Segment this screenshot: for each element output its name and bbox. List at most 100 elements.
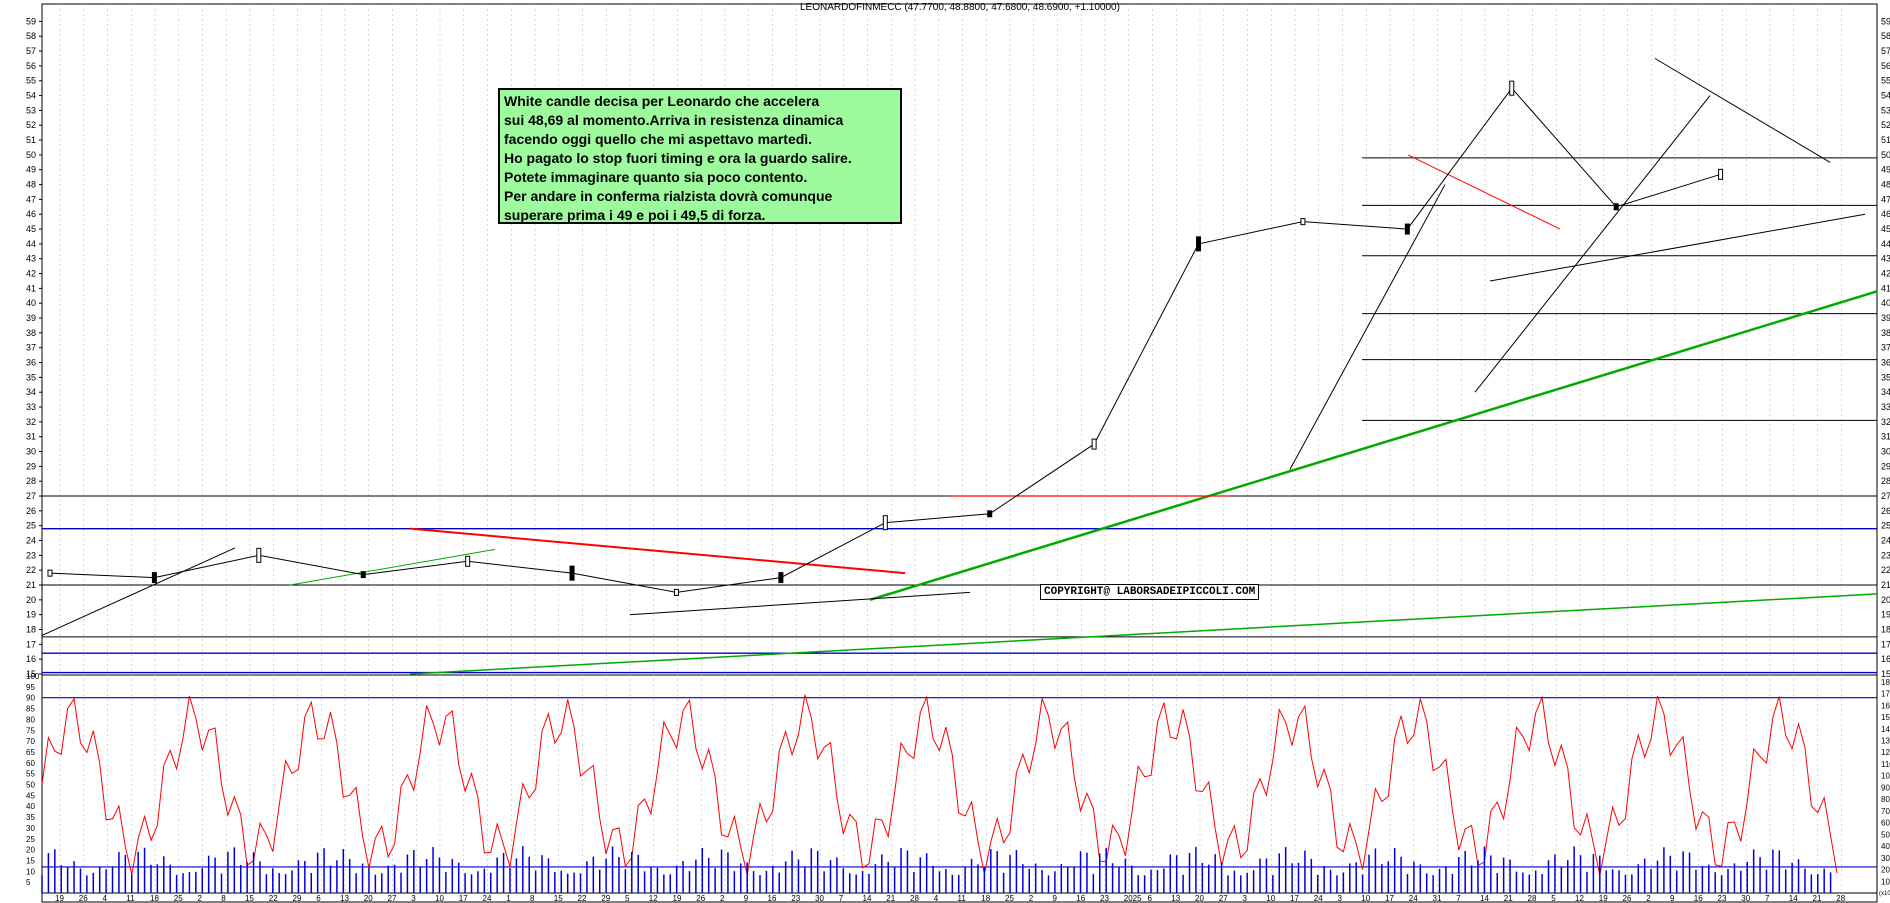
day-tick-label: 11 xyxy=(126,894,135,903)
price-tick-label-left: 55 xyxy=(26,76,36,86)
price-tick-label-left: 28 xyxy=(26,476,36,486)
price-tick-label-left: 48 xyxy=(26,180,36,190)
day-tick-label: 4 xyxy=(103,894,108,903)
price-tick-label-left: 38 xyxy=(26,328,36,338)
price-tick-label-right: 50 xyxy=(1881,150,1890,160)
price-tick-label-right: 34 xyxy=(1881,387,1890,397)
day-tick-label: 7 xyxy=(839,894,844,903)
volume-unit-label: (x1000) xyxy=(1879,891,1890,897)
price-tick-label-right: 17 xyxy=(1881,639,1890,649)
price-tick-label-right: 51 xyxy=(1881,135,1890,145)
day-tick-label: 22 xyxy=(578,894,587,903)
price-tick-label-left: 52 xyxy=(26,120,36,130)
volume-tick-label: 4000 xyxy=(1881,842,1890,851)
price-tick-label-left: 54 xyxy=(26,91,36,101)
volume-tick-label: 3000 xyxy=(1881,854,1890,863)
price-tick-label-left: 29 xyxy=(26,461,36,471)
price-tick-label-left: 33 xyxy=(26,402,36,412)
osc-tick-label: 70 xyxy=(26,737,35,746)
price-tick-label-left: 53 xyxy=(26,105,36,115)
price-tick-label-left: 51 xyxy=(26,135,36,145)
candle xyxy=(673,588,679,596)
osc-tick-label: 20 xyxy=(26,846,35,855)
price-tick-label-left: 41 xyxy=(26,283,36,293)
price-tick-label-left: 40 xyxy=(26,298,36,308)
price-tick-label-left: 23 xyxy=(26,550,36,560)
day-tick-label: 23 xyxy=(1100,894,1109,903)
candle xyxy=(1613,203,1619,211)
price-tick-label-left: 18 xyxy=(26,625,36,635)
day-tick-label: 24 xyxy=(1409,894,1418,903)
price-tick-label-right: 40 xyxy=(1881,298,1890,308)
volume-tick-label: 1000 xyxy=(1881,877,1890,886)
green-trendline-main xyxy=(869,290,1878,602)
price-tick-label-right: 45 xyxy=(1881,224,1890,234)
price-tick-label-left: 15 xyxy=(26,669,36,679)
day-tick-label: 4 xyxy=(934,894,939,903)
day-tick-label: 2 xyxy=(198,894,203,903)
day-tick-label: 3 xyxy=(411,894,416,903)
volume-tick-label: 17000 xyxy=(1881,690,1890,699)
day-tick-label: 24 xyxy=(1314,894,1323,903)
price-tick-label-left: 27 xyxy=(26,491,36,501)
price-tick-label-left: 45 xyxy=(26,224,36,234)
day-tick-label: 22 xyxy=(269,894,278,903)
candle xyxy=(1300,218,1306,226)
price-tick-label-right: 25 xyxy=(1881,521,1890,531)
day-tick-label: 19 xyxy=(673,894,682,903)
day-tick-label: 6 xyxy=(316,894,321,903)
volume-tick-label: 11000 xyxy=(1881,760,1890,769)
price-tick-label-right: 54 xyxy=(1881,91,1890,101)
day-tick-label: 14 xyxy=(1480,894,1489,903)
copyright-label: COPYRIGHT@ LABORSADEIPICCOLI.COM xyxy=(1040,584,1260,600)
day-tick-label: 19 xyxy=(1599,894,1608,903)
day-tick-label: 18 xyxy=(150,894,159,903)
osc-tick-label: 30 xyxy=(26,824,35,833)
candle xyxy=(465,555,471,567)
price-tick-label-right: 52 xyxy=(1881,120,1890,130)
price-tick-label-left: 16 xyxy=(26,654,36,664)
day-tick-label: 18 xyxy=(981,894,990,903)
day-tick-label: 17 xyxy=(1290,894,1299,903)
price-tick-label-left: 58 xyxy=(26,31,36,41)
osc-tick-label: 35 xyxy=(26,813,35,822)
candle xyxy=(987,510,993,518)
price-tick-label-right: 39 xyxy=(1881,313,1890,323)
price-tick-label-right: 31 xyxy=(1881,432,1890,442)
price-tick-label-left: 32 xyxy=(26,417,36,427)
price-tick-label-left: 25 xyxy=(26,521,36,531)
osc-tick-label: 5 xyxy=(26,878,31,887)
day-tick-label: 17 xyxy=(1385,894,1394,903)
volume-tick-label: 12000 xyxy=(1881,748,1890,757)
price-tick-label-left: 21 xyxy=(26,580,36,590)
price-tick-label-right: 22 xyxy=(1881,565,1890,575)
volume-tick-label: 6000 xyxy=(1881,819,1890,828)
price-tick-label-right: 20 xyxy=(1881,595,1890,605)
price-tick-label-left: 31 xyxy=(26,432,36,442)
candle xyxy=(1404,223,1410,235)
day-tick-label: 6 xyxy=(1148,894,1153,903)
uptrend-line-2025 xyxy=(1289,184,1446,470)
price-tick-label-left: 37 xyxy=(26,343,36,353)
ticker-title: LEONARDOFINMECC (47.7700, 48.8800, 47.68… xyxy=(800,2,1120,13)
volume-tick-label: 15000 xyxy=(1881,713,1890,722)
price-tick-label-right: 48 xyxy=(1881,180,1890,190)
day-tick-label: 2025 xyxy=(1124,894,1142,903)
note-line: sui 48,69 al momento.Arriva in resistenz… xyxy=(504,112,844,128)
price-tick-label-right: 32 xyxy=(1881,417,1890,427)
osc-tick-label: 40 xyxy=(26,802,35,811)
day-tick-label: 27 xyxy=(388,894,397,903)
day-tick-label: 28 xyxy=(910,894,919,903)
day-tick-label: 13 xyxy=(340,894,349,903)
note-line: superare prima i 49 e poi i 49,5 di forz… xyxy=(504,207,766,223)
rebound-line xyxy=(1474,95,1711,393)
candle xyxy=(1509,80,1515,96)
day-tick-label: 21 xyxy=(1504,894,1513,903)
day-tick-label: 26 xyxy=(696,894,705,903)
candle xyxy=(256,547,262,563)
day-tick-label: 15 xyxy=(245,894,254,903)
green-trendline-short xyxy=(289,548,496,586)
day-tick-label: 16 xyxy=(1694,894,1703,903)
price-tick-label-right: 43 xyxy=(1881,254,1890,264)
red-trendline-2025 xyxy=(1407,154,1561,230)
